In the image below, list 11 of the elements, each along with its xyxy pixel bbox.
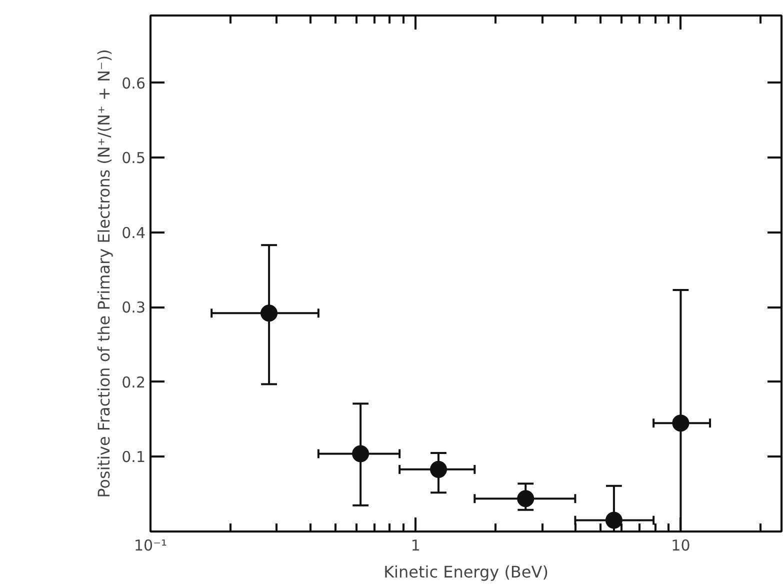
y-tick-label: 0.4 bbox=[122, 224, 146, 242]
x-tick-label: 10⁻¹ bbox=[134, 536, 168, 554]
y-tick-label: 0.5 bbox=[122, 149, 146, 168]
y-axis-title: Positive Fraction of the Primary Electrons (N⁺/(N⁺ + N⁻)) bbox=[94, 49, 114, 498]
y-tick-label: 0.2 bbox=[122, 373, 146, 392]
x-tick-label: 1 bbox=[410, 536, 420, 554]
x-tick-label: 10 bbox=[671, 536, 690, 554]
x-axis-title: Kinetic Energy (BeV) bbox=[384, 562, 548, 582]
y-tick-label: 0.6 bbox=[122, 74, 146, 92]
y-tick-label: 0.3 bbox=[122, 298, 146, 317]
y-tick-label: 0.1 bbox=[122, 448, 146, 466]
